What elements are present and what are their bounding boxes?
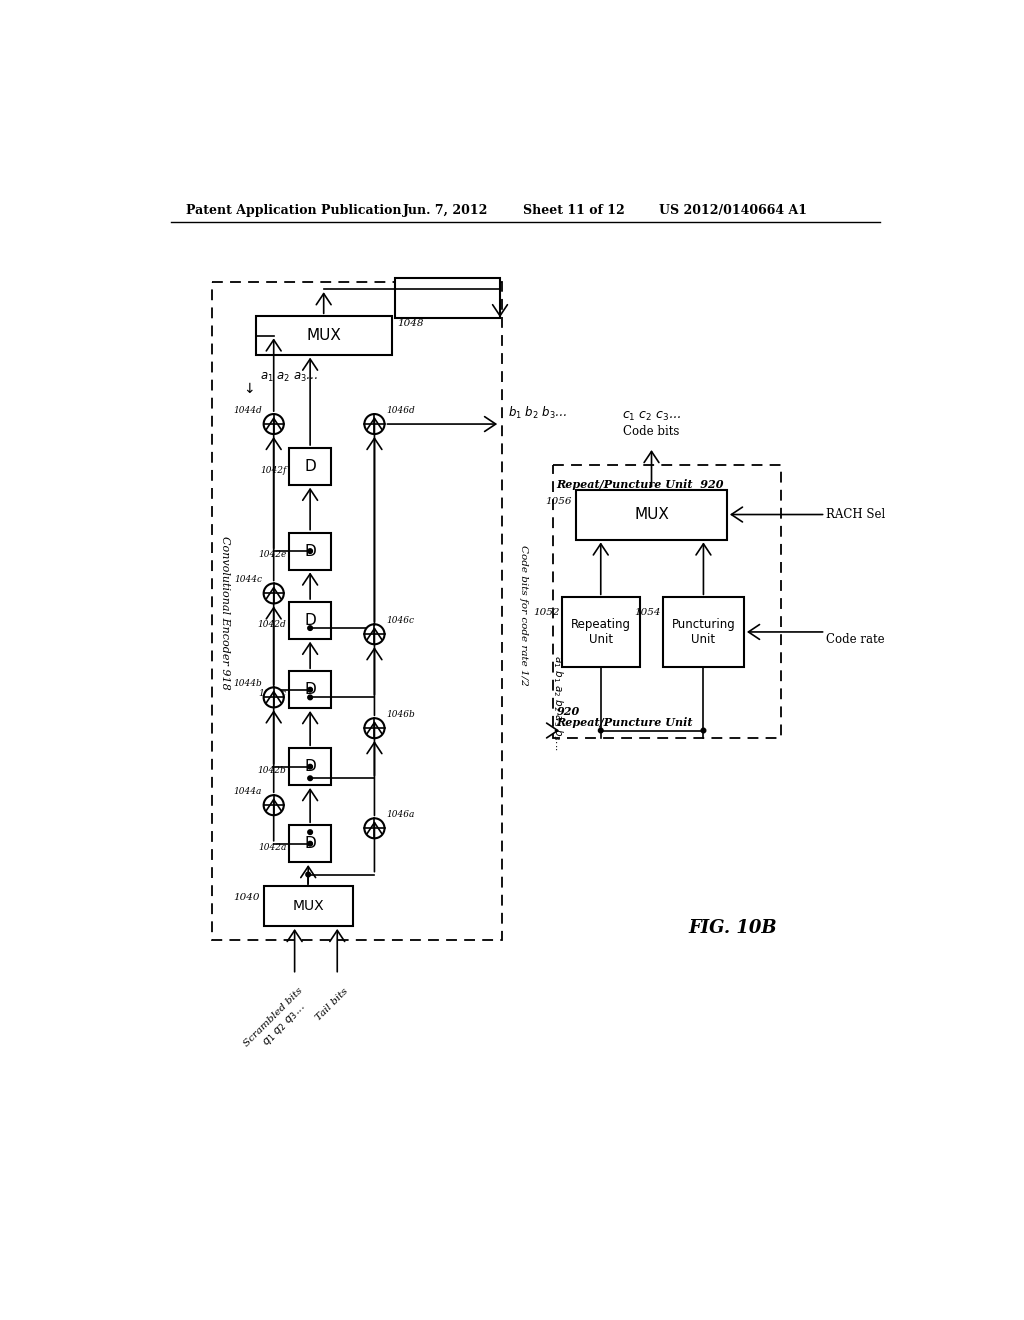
Circle shape <box>308 696 312 700</box>
Text: 1056: 1056 <box>546 496 572 506</box>
Text: 1048: 1048 <box>397 319 424 329</box>
Bar <box>289 748 332 785</box>
Bar <box>395 277 500 318</box>
Text: US 2012/0140664 A1: US 2012/0140664 A1 <box>658 205 807 218</box>
Text: Repeat/Puncture Unit: Repeat/Puncture Unit <box>557 717 693 729</box>
Text: D: D <box>304 682 316 697</box>
Bar <box>256 317 391 355</box>
Text: Puncturing
Unit: Puncturing Unit <box>672 618 735 645</box>
Circle shape <box>365 818 385 838</box>
Text: $b_1$ $b_2$ $b_3$...: $b_1$ $b_2$ $b_3$... <box>508 404 566 421</box>
Text: $q_1$ $q_2$ $q_3$...: $q_1$ $q_2$ $q_3$... <box>261 1002 308 1049</box>
Text: $c_1$ $c_2$ $c_3$...: $c_1$ $c_2$ $c_3$... <box>622 409 681 422</box>
Text: Tail bits: Tail bits <box>314 986 350 1022</box>
Text: Scrambled bits: Scrambled bits <box>243 986 305 1048</box>
Text: 920: 920 <box>557 706 580 717</box>
Text: MUX: MUX <box>634 507 669 521</box>
Text: 1046d: 1046d <box>386 405 415 414</box>
Text: 1046a: 1046a <box>386 810 415 818</box>
Circle shape <box>308 830 312 834</box>
Bar <box>289 602 332 639</box>
Circle shape <box>365 414 385 434</box>
Circle shape <box>308 688 312 692</box>
Circle shape <box>263 688 284 708</box>
Bar <box>289 825 332 862</box>
Text: 1044c: 1044c <box>234 576 262 583</box>
Text: Code bits for code rate 1/2: Code bits for code rate 1/2 <box>519 545 527 686</box>
Circle shape <box>263 583 284 603</box>
Text: 1042c: 1042c <box>258 689 287 698</box>
Text: 1054: 1054 <box>634 609 660 618</box>
Text: 1044b: 1044b <box>233 678 262 688</box>
Circle shape <box>365 718 385 738</box>
Circle shape <box>308 549 312 553</box>
Circle shape <box>598 729 603 733</box>
Circle shape <box>308 626 312 631</box>
Text: Convolutional Encoder 918: Convolutional Encoder 918 <box>220 536 229 689</box>
Text: D: D <box>304 544 316 558</box>
Text: Patent Application Publication: Patent Application Publication <box>186 205 401 218</box>
Text: 1042b: 1042b <box>258 766 287 775</box>
Text: RACH Sel: RACH Sel <box>825 508 885 521</box>
Circle shape <box>701 729 706 733</box>
Circle shape <box>308 764 312 770</box>
Text: 1046c: 1046c <box>386 616 414 624</box>
Bar <box>553 465 781 738</box>
Bar <box>575 490 727 540</box>
Text: $\downarrow$: $\downarrow$ <box>242 383 255 396</box>
Text: D: D <box>304 836 316 851</box>
Circle shape <box>308 841 312 846</box>
Bar <box>263 886 352 927</box>
Text: $a_1$ $b_1$ $a_2$ $b_2$ $a_3$ $b_3$...: $a_1$ $b_1$ $a_2$ $b_2$ $a_3$ $b_3$... <box>551 656 565 751</box>
Text: 1044a: 1044a <box>233 787 262 796</box>
Text: Code rate: Code rate <box>825 634 884 647</box>
Circle shape <box>306 873 310 876</box>
Text: Repeat/Puncture Unit  920: Repeat/Puncture Unit 920 <box>557 479 724 490</box>
Text: 1042f: 1042f <box>260 466 287 475</box>
Text: 1052: 1052 <box>534 609 560 618</box>
Text: MUX: MUX <box>293 899 324 913</box>
Text: D: D <box>304 612 316 628</box>
Text: Repeating
Unit: Repeating Unit <box>570 618 631 645</box>
Text: D: D <box>304 759 316 775</box>
Text: Sheet 11 of 12: Sheet 11 of 12 <box>523 205 625 218</box>
Text: 1046b: 1046b <box>386 710 415 719</box>
Circle shape <box>263 795 284 816</box>
Bar <box>562 597 640 667</box>
Bar <box>289 447 332 484</box>
Bar <box>289 671 332 708</box>
Text: Jun. 7, 2012: Jun. 7, 2012 <box>403 205 488 218</box>
Circle shape <box>263 414 284 434</box>
Circle shape <box>365 624 385 644</box>
Text: D: D <box>304 459 316 474</box>
Text: $a_1$ $a_2$ $a_3$...: $a_1$ $a_2$ $a_3$... <box>260 371 317 384</box>
Circle shape <box>308 776 312 780</box>
Bar <box>663 597 744 667</box>
Bar <box>212 281 503 940</box>
Text: 1042a: 1042a <box>258 843 287 851</box>
Text: Code bits: Code bits <box>624 425 680 438</box>
Text: FIG. 10B: FIG. 10B <box>688 920 777 937</box>
Text: 1044d: 1044d <box>233 405 262 414</box>
Bar <box>289 533 332 570</box>
Text: 1040: 1040 <box>233 894 260 902</box>
Text: 1042d: 1042d <box>258 620 287 628</box>
Text: MUX: MUX <box>306 327 341 343</box>
Text: 1042e: 1042e <box>258 550 287 560</box>
